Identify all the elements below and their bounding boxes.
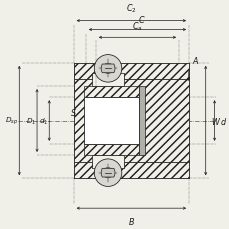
Text: $C$: $C$ <box>138 14 145 25</box>
Polygon shape <box>139 87 144 155</box>
Circle shape <box>94 55 121 83</box>
Polygon shape <box>101 169 114 177</box>
Text: $D_1$: $D_1$ <box>26 116 36 126</box>
Text: $C_2$: $C_2$ <box>125 3 136 15</box>
Circle shape <box>94 159 121 187</box>
Text: $S$: $S$ <box>70 107 77 118</box>
Polygon shape <box>83 87 139 98</box>
Polygon shape <box>73 80 92 162</box>
Text: $A$: $A$ <box>191 55 199 66</box>
Text: $d$: $d$ <box>219 115 226 126</box>
Text: $W$: $W$ <box>210 115 221 126</box>
Text: $B$: $B$ <box>127 215 134 226</box>
Text: $C_a$: $C_a$ <box>131 20 142 33</box>
Polygon shape <box>101 65 114 73</box>
Polygon shape <box>73 162 188 178</box>
Text: $D_{sp}$: $D_{sp}$ <box>5 115 18 127</box>
Text: $d_1$: $d_1$ <box>39 116 48 126</box>
Polygon shape <box>123 80 188 162</box>
Polygon shape <box>83 144 139 155</box>
Polygon shape <box>83 98 139 144</box>
Polygon shape <box>73 63 188 80</box>
